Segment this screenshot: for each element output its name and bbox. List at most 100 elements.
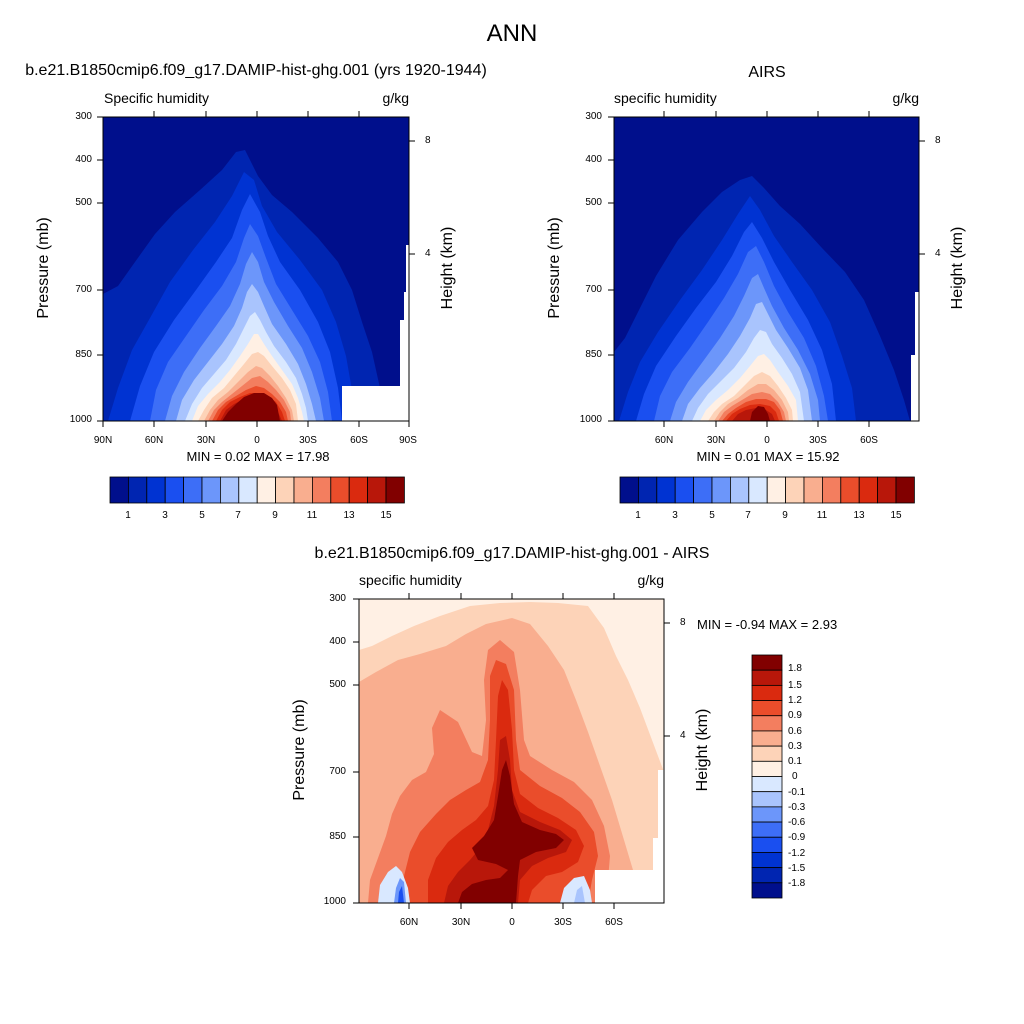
p3-ptick-500: 500 — [329, 679, 346, 690]
p2-cb-9: 9 — [782, 510, 788, 521]
p3-cb-1.8: 1.8 — [788, 663, 802, 674]
p1-htick-8: 8 — [425, 135, 431, 146]
p2-ptick-300: 300 — [585, 111, 602, 122]
p1-htick-4: 4 — [425, 248, 431, 259]
p1-cb-swatch-9 — [275, 476, 295, 504]
p2-lat-60n: 60N — [654, 435, 674, 446]
panel-diff-contour-plot — [359, 599, 664, 903]
p2-htick-4: 4 — [935, 248, 941, 259]
panel-obs-colorbar — [619, 476, 915, 504]
p2-cb-3: 3 — [672, 510, 678, 521]
p2-level-15 — [750, 406, 770, 421]
p1-cb-1: 1 — [125, 510, 131, 521]
p3-ptick-400: 400 — [329, 636, 346, 647]
p3-missing-topo — [595, 770, 664, 903]
p1-cb-9: 9 — [272, 510, 278, 521]
p3-cb-swatch-10 — [751, 806, 783, 823]
main-title: ANN — [486, 20, 538, 47]
p3-cb-neg0.9: -0.9 — [788, 832, 806, 843]
panel-diff-units: g/kg — [637, 572, 664, 588]
p3-cb-neg1.2: -1.2 — [788, 848, 806, 859]
p3-ptick-850: 850 — [329, 831, 346, 842]
p2-ticks — [608, 111, 925, 427]
p2-cb-swatch-11 — [822, 476, 842, 504]
p3-neg-right — [560, 876, 592, 903]
p1-cb-swatch-12 — [330, 476, 350, 504]
p1-cb-swatch-0 — [109, 476, 129, 504]
p2-cb-swatch-12 — [840, 476, 860, 504]
p3-cb-swatch-13 — [751, 852, 783, 869]
p2-cb-swatch-1 — [638, 476, 658, 504]
panel-model-contour-plot — [103, 117, 409, 421]
p1-cb-15: 15 — [380, 510, 392, 521]
p2-ptick-850: 850 — [585, 349, 602, 360]
p2-cb-13: 13 — [853, 510, 865, 521]
p1-missing-edge — [406, 245, 409, 421]
p3-cb-swatch-8 — [751, 776, 783, 793]
p1-cb-swatch-8 — [256, 476, 277, 504]
p1-missing-topo — [342, 292, 409, 421]
p1-frame — [102, 116, 410, 422]
p2-cb-1: 1 — [635, 510, 641, 521]
p1-lat-60n: 60N — [144, 435, 164, 446]
p2-cb-swatch-8 — [766, 476, 787, 504]
p2-cb-5: 5 — [709, 510, 715, 521]
p1-cb-5: 5 — [199, 510, 205, 521]
p3-cb-swatch-7 — [751, 760, 783, 777]
p3-cb-0.1: 0.1 — [788, 756, 802, 767]
p3-cb-neg1.5: -1.5 — [788, 863, 806, 874]
p3-cb-0: 0 — [792, 771, 798, 782]
p3-htick-8: 8 — [680, 617, 686, 628]
p3-cb-1.2: 1.2 — [788, 695, 802, 706]
p1-min-max: MIN = 0.02 MAX = 17.98 — [186, 449, 330, 464]
p2-missing-edge — [911, 292, 919, 421]
p3-ticks — [353, 593, 670, 909]
p3-neg-right-2 — [574, 886, 585, 903]
p2-ptick-400: 400 — [585, 154, 602, 165]
p1-lat-0: 0 — [254, 435, 260, 446]
p2-cb-7: 7 — [745, 510, 751, 521]
p2-cb-swatch-4 — [693, 476, 713, 504]
p3-cb-swatch-0 — [751, 654, 783, 671]
p3-cb-swatch-11 — [751, 821, 783, 838]
p3-cb-neg1.8: -1.8 — [788, 878, 806, 889]
p1-ptick-400: 400 — [75, 154, 92, 165]
p1-ptick-700: 700 — [75, 284, 92, 295]
panel-model-units: g/kg — [382, 90, 409, 106]
p1-cb-11: 11 — [306, 510, 318, 521]
p2-cb-swatch-5 — [711, 476, 731, 504]
p2-min-max: MIN = 0.01 MAX = 15.92 — [696, 449, 840, 464]
p2-cb-swatch-15 — [895, 476, 915, 504]
p1-lat-30s: 30S — [299, 435, 317, 446]
p1-lat-90s: 90S — [399, 435, 417, 446]
p2-cb-swatch-3 — [674, 476, 695, 504]
p3-lat-30s: 30S — [554, 917, 572, 928]
p2-cb-swatch-2 — [656, 476, 676, 504]
p3-cb-swatch-1 — [751, 669, 783, 686]
p2-htick-8: 8 — [935, 135, 941, 146]
panel-diff-colorbar — [751, 654, 783, 899]
panel-diff-title: b.e21.B1850cmip6.f09_g17.DAMIP-hist-ghg.… — [314, 545, 710, 562]
p3-min-max: MIN = -0.94 MAX = 2.93 — [697, 617, 838, 632]
p2-cb-15: 15 — [890, 510, 902, 521]
p1-cb-swatch-4 — [183, 476, 203, 504]
p3-neg-left-3 — [398, 886, 404, 903]
p2-cb-swatch-0 — [619, 476, 639, 504]
p2-lat-30n: 30N — [706, 435, 726, 446]
p2-ptick-1000: 1000 — [579, 414, 602, 425]
p1-cb-swatch-7 — [238, 476, 258, 504]
p1-ticks — [97, 111, 415, 427]
p2-lat-0: 0 — [764, 435, 770, 446]
panel-obs-contour-plot — [614, 117, 919, 421]
p3-cb-swatch-9 — [751, 791, 783, 808]
p3-ptick-700: 700 — [329, 766, 346, 777]
p1-cb-swatch-14 — [367, 476, 387, 504]
p1-cb-swatch-15 — [385, 476, 405, 504]
p2-cb-swatch-6 — [730, 476, 750, 504]
p2-cb-swatch-9 — [785, 476, 805, 504]
p3-cb-neg0.3: -0.3 — [788, 802, 806, 813]
p1-cb-7: 7 — [235, 510, 241, 521]
p1-cb-swatch-13 — [348, 476, 369, 504]
panel-model-left-label: Specific humidity — [104, 90, 210, 106]
